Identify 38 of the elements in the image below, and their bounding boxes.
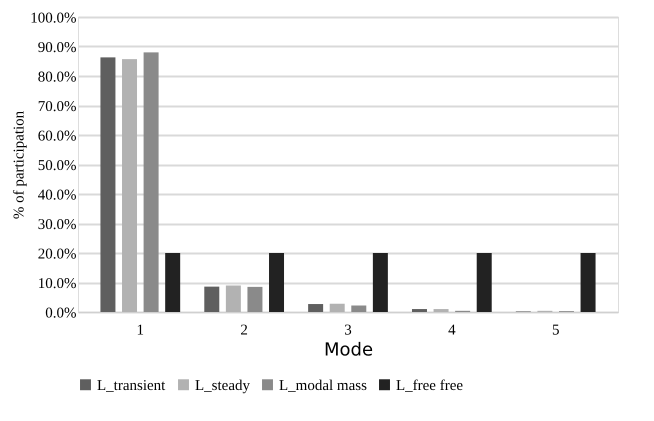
y-tick-label: 100.0% — [30, 10, 76, 26]
bar — [204, 286, 220, 312]
legend-label: L_steady — [195, 378, 250, 394]
x-tick-label: 3 — [344, 322, 352, 338]
bar — [165, 253, 180, 312]
x-tick-label: 1 — [136, 322, 144, 338]
bar — [372, 253, 388, 312]
y-tick-label: 10.0% — [38, 276, 76, 292]
y-tick-label: 80.0% — [38, 70, 76, 86]
y-tick-label: 0.0% — [45, 306, 76, 322]
bar — [100, 57, 116, 312]
legend-label: L_free free — [396, 378, 464, 394]
bar — [351, 306, 366, 312]
y-tick-label: 70.0% — [38, 99, 76, 115]
y-tick-label: 50.0% — [38, 158, 76, 174]
bar — [330, 304, 345, 312]
bar — [122, 59, 138, 312]
bar — [580, 253, 596, 312]
legend-label: L_modal mass — [279, 378, 368, 394]
bar — [412, 309, 427, 312]
x-tick-label: 2 — [240, 322, 248, 338]
y-tick-label: 60.0% — [38, 128, 76, 144]
y-tick-label: 90.0% — [38, 40, 76, 56]
x-tick-label: 4 — [448, 322, 456, 338]
bar — [247, 286, 262, 312]
y-tick-label: 20.0% — [38, 246, 76, 262]
bar — [308, 304, 324, 312]
legend-label: L_transient — [97, 378, 166, 394]
y-axis-title: % of participation — [11, 110, 28, 220]
bar — [269, 253, 284, 312]
bar — [144, 52, 159, 312]
x-tick-label: 5 — [552, 322, 560, 338]
bar — [434, 309, 449, 312]
y-tick-label: 30.0% — [38, 217, 76, 233]
x-axis-title: Mode — [324, 340, 374, 360]
bar — [226, 285, 241, 312]
bar — [476, 253, 492, 312]
y-tick-label: 40.0% — [38, 188, 76, 204]
